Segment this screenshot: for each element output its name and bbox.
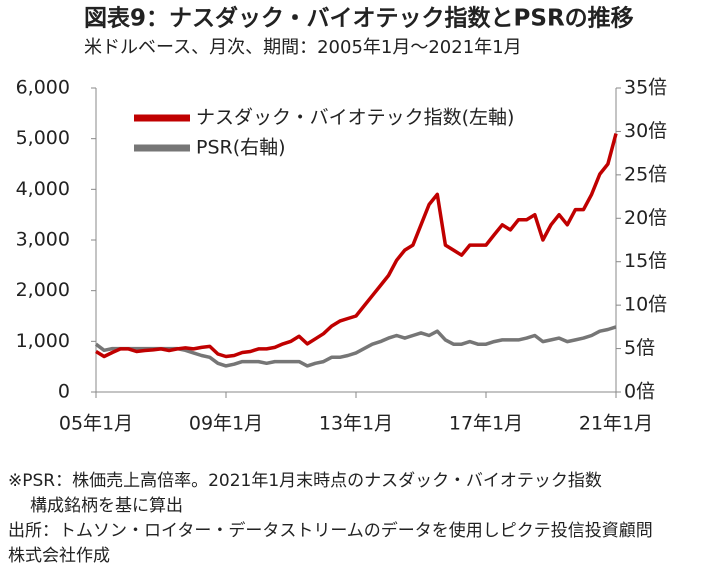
series-line <box>94 325 617 368</box>
y2-tick-label: 0倍 <box>624 381 655 403</box>
y-tick-label: 3,000 <box>16 229 70 251</box>
y2-tick-label: 35倍 <box>624 77 667 99</box>
y-tick-label: 2,000 <box>16 279 70 301</box>
y2-tick-label: 10倍 <box>624 294 667 316</box>
x-tick-label: 13年1月 <box>319 413 393 435</box>
y2-tick-label: 15倍 <box>624 250 667 272</box>
x-tick-label: 17年1月 <box>449 413 523 435</box>
note: 株式会社作成 <box>8 546 110 566</box>
y2-tick-label: 5倍 <box>624 337 655 359</box>
y-tick-label: 0 <box>58 381 70 403</box>
note: 構成銘柄を基に算出 <box>30 496 183 516</box>
y2-tick-label: 20倍 <box>624 207 667 229</box>
x-tick-label: 09年1月 <box>189 413 263 435</box>
y-tick-label: 5,000 <box>16 127 70 149</box>
y2-tick-label: 25倍 <box>624 163 667 185</box>
y2-tick-label: 30倍 <box>624 120 667 142</box>
series-line <box>95 133 618 359</box>
note: 出所：トムソン・ロイター・データストリームのデータを使用しピクテ投信投資顧問 <box>8 520 653 541</box>
x-tick-label: 05年1月 <box>59 413 133 435</box>
chart-title: 図表9：ナスダック・バイオテック指数とPSRの推移 <box>84 5 634 32</box>
x-tick-label: 21年1月 <box>579 413 653 435</box>
y-tick-label: 1,000 <box>16 330 70 352</box>
legend-label: ナスダック・バイオテック指数(左軸) <box>196 107 514 129</box>
chart-subtitle: 米ドルベース、月次、期間：2005年1月～2021年1月 <box>84 37 522 58</box>
legend-label: PSR(右軸) <box>196 137 286 159</box>
note: ※PSR：株価売上高倍率。2021年1月末時点のナスダック・バイオテック指数 <box>8 471 602 491</box>
y-tick-label: 4,000 <box>16 178 70 200</box>
y-tick-label: 6,000 <box>16 77 70 99</box>
